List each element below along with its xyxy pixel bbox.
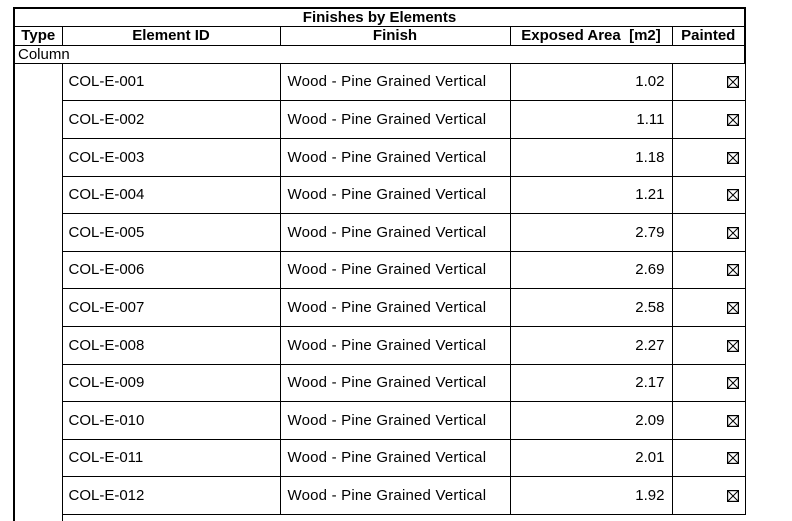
finish-cell: Wood - Pine Grained Vertical xyxy=(279,363,511,403)
painted-cell xyxy=(671,250,746,290)
checkbox-checked-icon xyxy=(726,302,739,315)
element-id-cell: COL-E-006 xyxy=(61,250,281,290)
exposed-area-cell: 2.01 xyxy=(509,438,673,478)
exposed-area-cell: 1.18 xyxy=(509,137,673,177)
table-row: COL-E-006 Wood - Pine Grained Vertical 2… xyxy=(14,250,746,290)
exposed-area-cell: 2.27 xyxy=(509,325,673,365)
group-row-column: Column xyxy=(13,44,746,64)
finish-cell: Wood - Pine Grained Vertical xyxy=(279,250,511,290)
table-row: COL-E-005 Wood - Pine Grained Vertical 2… xyxy=(14,213,746,252)
schedule-title: Finishes by Elements xyxy=(13,7,746,28)
element-id-cell: COL-E-001 xyxy=(61,62,281,102)
finish-cell: Wood - Pine Grained Vertical xyxy=(279,100,511,139)
exposed-area-cell: 2.79 xyxy=(509,213,673,252)
finish-cell: Wood - Pine Grained Vertical xyxy=(279,62,511,102)
painted-cell xyxy=(671,363,746,403)
painted-cell xyxy=(671,175,746,215)
checkbox-checked-icon xyxy=(726,114,739,127)
table-row: COL-E-003 Wood - Pine Grained Vertical 1… xyxy=(14,137,746,177)
finishes-schedule-table: Finishes by Elements Type Element ID Fin… xyxy=(13,7,746,521)
table-row: COL-E-011 Wood - Pine Grained Vertical 2… xyxy=(14,438,746,478)
column-header-exposed-area: Exposed Area [m2] xyxy=(509,26,673,46)
table-row: COL-E-009 Wood - Pine Grained Vertical 2… xyxy=(14,363,746,403)
painted-cell xyxy=(671,438,746,478)
table-row: COL-E-001 Wood - Pine Grained Vertical 1… xyxy=(13,62,746,521)
type-merged-cell xyxy=(13,62,63,521)
painted-cell xyxy=(671,100,746,139)
painted-cell xyxy=(671,288,746,327)
element-id-cell: COL-E-009 xyxy=(61,363,281,403)
exposed-area-cell: 1.21 xyxy=(509,175,673,215)
checkbox-checked-icon xyxy=(726,151,739,164)
table-row: COL-E-010 Wood - Pine Grained Vertical 2… xyxy=(14,401,746,440)
column-header-painted: Painted xyxy=(671,26,746,46)
column-header-element-id: Element ID xyxy=(61,26,281,46)
column-header-type: Type xyxy=(13,26,63,46)
exposed-area-cell: 1.02 xyxy=(509,62,673,102)
column-header-finish: Finish xyxy=(279,26,511,46)
finish-cell: Wood - Pine Grained Vertical xyxy=(279,325,511,365)
element-id-cell: COL-E-008 xyxy=(61,325,281,365)
exposed-area-cell: 1.11 xyxy=(509,100,673,139)
title-row: Finishes by Elements xyxy=(13,7,746,28)
cutoff-strip xyxy=(62,514,745,521)
finish-cell: Wood - Pine Grained Vertical xyxy=(279,476,511,515)
painted-cell xyxy=(671,325,746,365)
checkbox-checked-icon xyxy=(726,414,739,427)
finish-cell: Wood - Pine Grained Vertical xyxy=(279,137,511,177)
exposed-area-cell: 2.09 xyxy=(509,401,673,440)
finish-cell: Wood - Pine Grained Vertical xyxy=(279,438,511,478)
exposed-area-cell: 1.92 xyxy=(509,476,673,515)
element-id-cell: COL-E-002 xyxy=(61,100,281,139)
painted-cell xyxy=(671,401,746,440)
painted-cell xyxy=(671,62,746,102)
schedule-page: Finishes by Elements Type Element ID Fin… xyxy=(13,7,792,521)
element-id-cell: COL-E-005 xyxy=(61,213,281,252)
checkbox-checked-icon xyxy=(726,226,739,239)
header-row: Type Element ID Finish Exposed Area [m2]… xyxy=(13,26,746,46)
checkbox-checked-icon xyxy=(726,377,739,390)
finish-cell: Wood - Pine Grained Vertical xyxy=(279,175,511,215)
element-id-cell: COL-E-012 xyxy=(61,476,281,515)
checkbox-checked-icon xyxy=(726,76,739,89)
checkbox-checked-icon xyxy=(726,339,739,352)
element-id-cell: COL-E-003 xyxy=(61,137,281,177)
checkbox-checked-icon xyxy=(726,489,739,502)
group-label: Column xyxy=(13,44,746,64)
element-id-cell: COL-E-011 xyxy=(61,438,281,478)
exposed-area-cell: 2.58 xyxy=(509,288,673,327)
table-row: COL-E-004 Wood - Pine Grained Vertical 1… xyxy=(14,175,746,215)
element-id-cell: COL-E-007 xyxy=(61,288,281,327)
element-id-cell: COL-E-010 xyxy=(61,401,281,440)
exposed-area-cell: 2.17 xyxy=(509,363,673,403)
table-row-partial xyxy=(14,514,745,521)
painted-cell xyxy=(671,476,746,515)
checkbox-checked-icon xyxy=(726,264,739,277)
element-id-cell: COL-E-004 xyxy=(61,175,281,215)
table-row: COL-E-012 Wood - Pine Grained Vertical 1… xyxy=(14,476,746,515)
checkbox-checked-icon xyxy=(726,452,739,465)
finish-cell: Wood - Pine Grained Vertical xyxy=(279,401,511,440)
table-row: COL-E-002 Wood - Pine Grained Vertical 1… xyxy=(14,100,746,139)
painted-cell xyxy=(671,213,746,252)
checkbox-checked-icon xyxy=(726,189,739,202)
finish-cell: Wood - Pine Grained Vertical xyxy=(279,288,511,327)
finish-cell: Wood - Pine Grained Vertical xyxy=(279,213,511,252)
painted-cell xyxy=(671,137,746,177)
table-row: COL-E-007 Wood - Pine Grained Vertical 2… xyxy=(14,288,746,327)
table-row: COL-E-008 Wood - Pine Grained Vertical 2… xyxy=(14,325,746,365)
exposed-area-cell: 2.69 xyxy=(509,250,673,290)
